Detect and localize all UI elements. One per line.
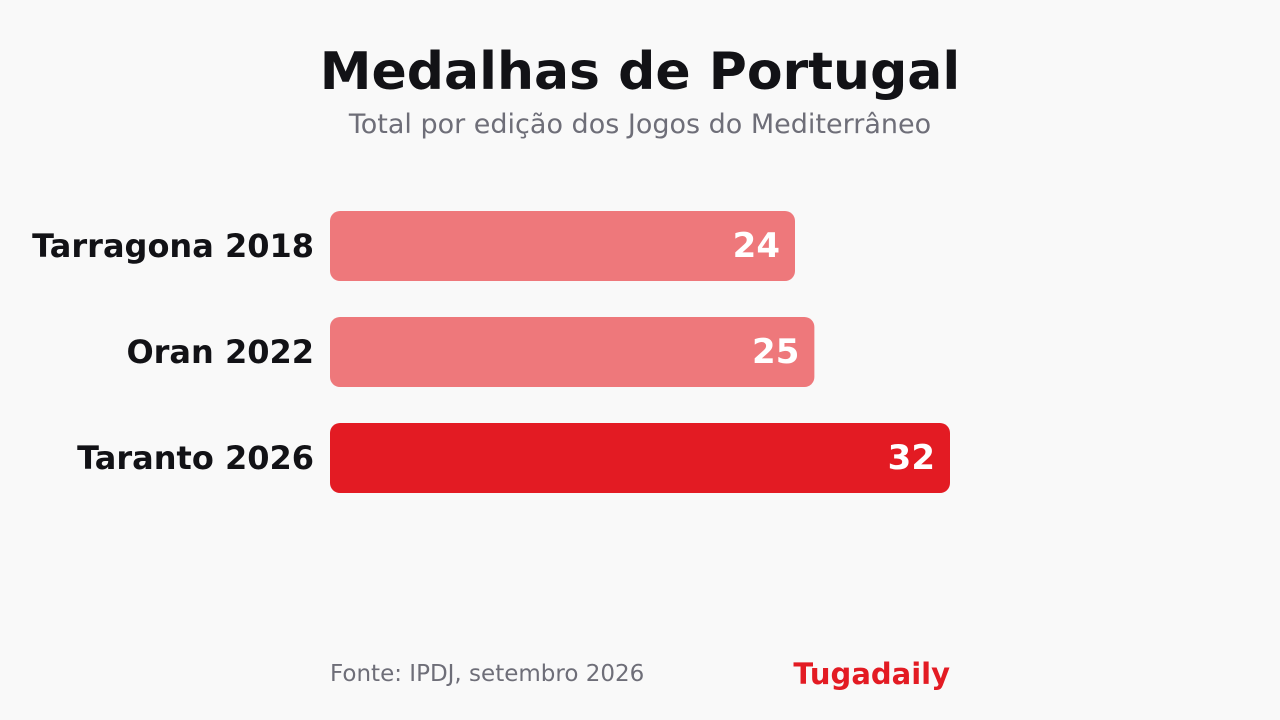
chart-title: Medalhas de Portugal [319,42,961,102]
bar-2 [330,423,950,493]
bar-0 [330,211,795,281]
value-label: 32 [888,438,935,478]
bar-1 [330,317,815,387]
brand-logo-text: Tugadaily [793,657,950,691]
value-label: 24 [733,226,780,266]
chart-subtitle: Total por edição dos Jogos do Mediterrân… [348,109,932,140]
source-note: Fonte: IPDJ, setembro 2026 [330,661,645,687]
category-label: Oran 2022 [126,333,314,371]
value-label: 25 [752,332,799,372]
category-label: Tarragona 2018 [32,227,314,265]
category-label: Taranto 2026 [77,439,314,477]
